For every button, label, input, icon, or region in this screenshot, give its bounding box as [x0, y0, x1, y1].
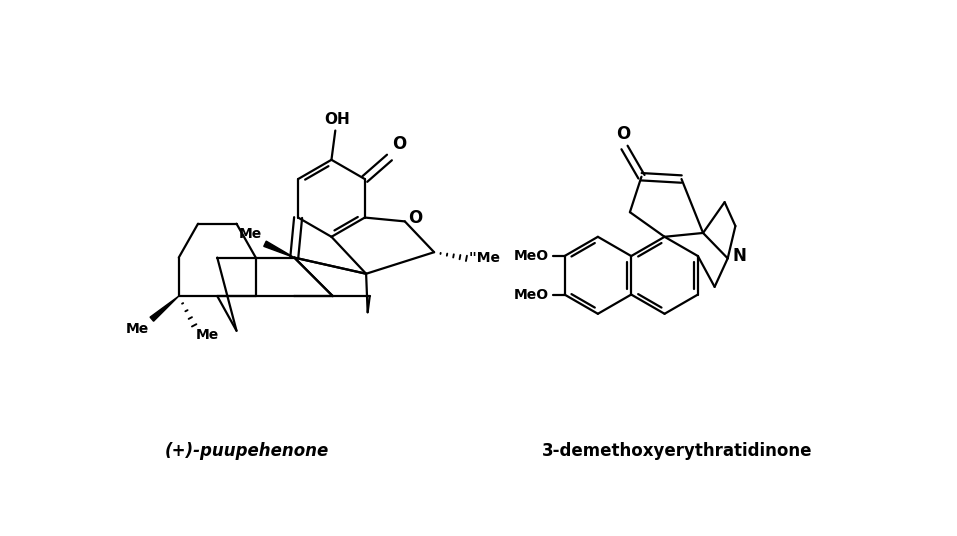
Text: O: O — [408, 210, 422, 227]
Text: Me: Me — [195, 329, 219, 343]
Polygon shape — [264, 241, 294, 258]
Text: O: O — [392, 135, 407, 153]
Text: N: N — [732, 247, 746, 265]
Text: MeO: MeO — [514, 287, 549, 302]
Text: Me: Me — [125, 322, 148, 336]
Text: 3-demethoxyerythratidinone: 3-demethoxyerythratidinone — [542, 442, 812, 460]
Text: (+)-puupehenone: (+)-puupehenone — [165, 442, 328, 460]
Text: OH: OH — [324, 113, 350, 128]
Text: O: O — [616, 125, 630, 143]
Text: MeO: MeO — [514, 249, 549, 263]
Text: Me: Me — [238, 227, 262, 241]
Text: ''Me: ''Me — [469, 251, 501, 265]
Polygon shape — [150, 296, 179, 321]
